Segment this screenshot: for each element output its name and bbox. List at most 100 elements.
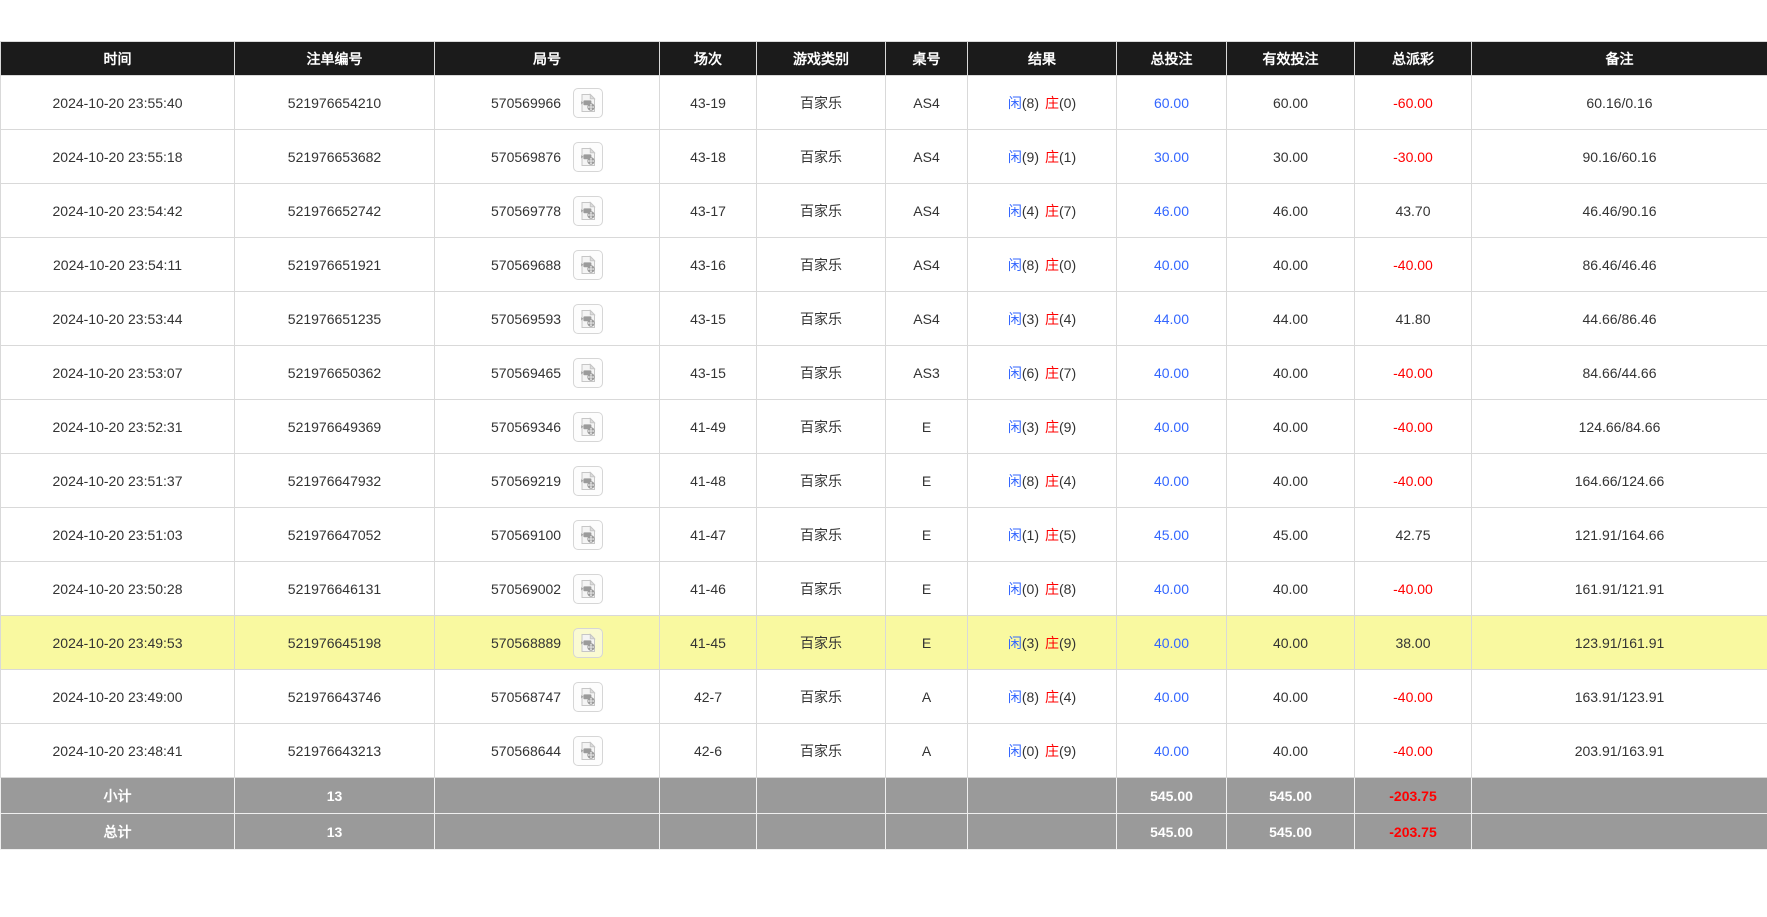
video-replay-button[interactable] — [573, 358, 603, 388]
game-type-value: 百家乐 — [800, 473, 842, 489]
cell-game-type: 百家乐 — [757, 724, 886, 778]
summary-note — [1472, 778, 1767, 814]
cell-total-bet: 40.00 — [1117, 562, 1227, 616]
cell-table-number: AS4 — [886, 76, 968, 130]
session-value: 43-18 — [690, 149, 726, 165]
payout-value: -40.00 — [1393, 257, 1433, 273]
summary-bet-count: 13 — [235, 814, 435, 850]
table-number-value: E — [922, 635, 931, 651]
note-value: 60.16/0.16 — [1586, 95, 1652, 111]
note-value: 124.66/84.66 — [1579, 419, 1661, 435]
cell-valid-bet: 40.00 — [1227, 616, 1355, 670]
cell-payout: -40.00 — [1355, 238, 1472, 292]
cell-time: 2024-10-20 23:53:07 — [1, 346, 235, 400]
cell-session: 41-49 — [660, 400, 757, 454]
cell-session: 41-47 — [660, 508, 757, 562]
result-banker-points: (4) — [1059, 311, 1076, 327]
summary-empty-session — [660, 778, 757, 814]
cell-note: 121.91/164.66 — [1472, 508, 1767, 562]
payout-value: -60.00 — [1393, 95, 1433, 111]
time-value: 2024-10-20 23:54:11 — [53, 257, 182, 273]
cell-time: 2024-10-20 23:49:00 — [1, 670, 235, 724]
cell-note: 84.66/44.66 — [1472, 346, 1767, 400]
video-replay-button[interactable] — [573, 412, 603, 442]
cell-valid-bet: 40.00 — [1227, 724, 1355, 778]
bet-number-value: 521976643746 — [288, 689, 381, 705]
valid-bet-value: 40.00 — [1273, 419, 1308, 435]
video-replay-button[interactable] — [573, 196, 603, 226]
cell-payout: -40.00 — [1355, 670, 1472, 724]
summary-empty-game — [757, 814, 886, 850]
column-header-note: 备注 — [1472, 42, 1767, 76]
cell-round-number: 570569966 — [435, 76, 660, 130]
bet-number-value: 521976654210 — [288, 95, 381, 111]
valid-bet-value: 40.00 — [1273, 743, 1308, 759]
summary-label-text: 小计 — [104, 788, 132, 804]
cell-total-bet: 60.00 — [1117, 76, 1227, 130]
summary-empty-game — [757, 778, 886, 814]
video-replay-button[interactable] — [573, 142, 603, 172]
cell-table-number: E — [886, 562, 968, 616]
time-value: 2024-10-20 23:51:03 — [53, 527, 183, 543]
video-replay-button[interactable] — [573, 250, 603, 280]
round-number-value: 570569778 — [491, 203, 561, 219]
cell-bet-number: 521976653682 — [235, 130, 435, 184]
game-type-value: 百家乐 — [800, 203, 842, 219]
cell-session: 43-16 — [660, 238, 757, 292]
table-row[interactable]: 2024-10-20 23:49:53 521976645198 570568889… — [1, 616, 1767, 670]
cell-game-type: 百家乐 — [757, 670, 886, 724]
cell-round-number: 570568644 — [435, 724, 660, 778]
video-replay-icon — [578, 633, 598, 653]
table-row[interactable]: 2024-10-20 23:55:40 521976654210 570569966… — [1, 76, 1767, 130]
column-header-bet_no: 注单编号 — [235, 42, 435, 76]
time-value: 2024-10-20 23:54:42 — [53, 203, 183, 219]
cell-round-number: 570569002 — [435, 562, 660, 616]
result-banker-points: (7) — [1059, 203, 1076, 219]
valid-bet-value: 40.00 — [1273, 635, 1308, 651]
session-value: 43-17 — [690, 203, 726, 219]
summary-count-value: 13 — [327, 788, 343, 804]
result-banker-label: 庄 — [1045, 149, 1059, 165]
valid-bet-value: 40.00 — [1273, 581, 1308, 597]
table-number-value: E — [922, 527, 931, 543]
round-number-value: 570568889 — [491, 635, 561, 651]
cell-total-bet: 40.00 — [1117, 346, 1227, 400]
cell-game-type: 百家乐 — [757, 292, 886, 346]
summary-label-text: 总计 — [104, 824, 132, 840]
video-replay-button[interactable] — [573, 574, 603, 604]
note-value: 44.66/86.46 — [1583, 311, 1657, 327]
video-replay-button[interactable] — [573, 88, 603, 118]
table-header: 时间注单编号局号场次游戏类别桌号结果总投注有效投注总派彩备注 — [1, 42, 1767, 76]
round-number-value: 570568644 — [491, 743, 561, 759]
cell-total-bet: 30.00 — [1117, 130, 1227, 184]
result-player-label: 闲 — [1008, 527, 1022, 543]
table-body: 2024-10-20 23:55:40 521976654210 570569966… — [1, 76, 1767, 850]
bet-number-value: 521976645198 — [288, 635, 381, 651]
cell-session: 43-15 — [660, 346, 757, 400]
summary-bet-count: 13 — [235, 778, 435, 814]
video-replay-button[interactable] — [573, 304, 603, 334]
video-replay-button[interactable] — [573, 682, 603, 712]
session-value: 41-47 — [690, 527, 726, 543]
time-value: 2024-10-20 23:49:53 — [53, 635, 183, 651]
video-replay-button[interactable] — [573, 736, 603, 766]
note-value: 123.91/161.91 — [1575, 635, 1665, 651]
video-replay-button[interactable] — [573, 520, 603, 550]
cell-time: 2024-10-20 23:55:40 — [1, 76, 235, 130]
video-replay-button[interactable] — [573, 466, 603, 496]
result-banker-label: 庄 — [1045, 689, 1059, 705]
game-type-value: 百家乐 — [800, 365, 842, 381]
column-header-total_bet: 总投注 — [1117, 42, 1227, 76]
video-replay-button[interactable] — [573, 628, 603, 658]
